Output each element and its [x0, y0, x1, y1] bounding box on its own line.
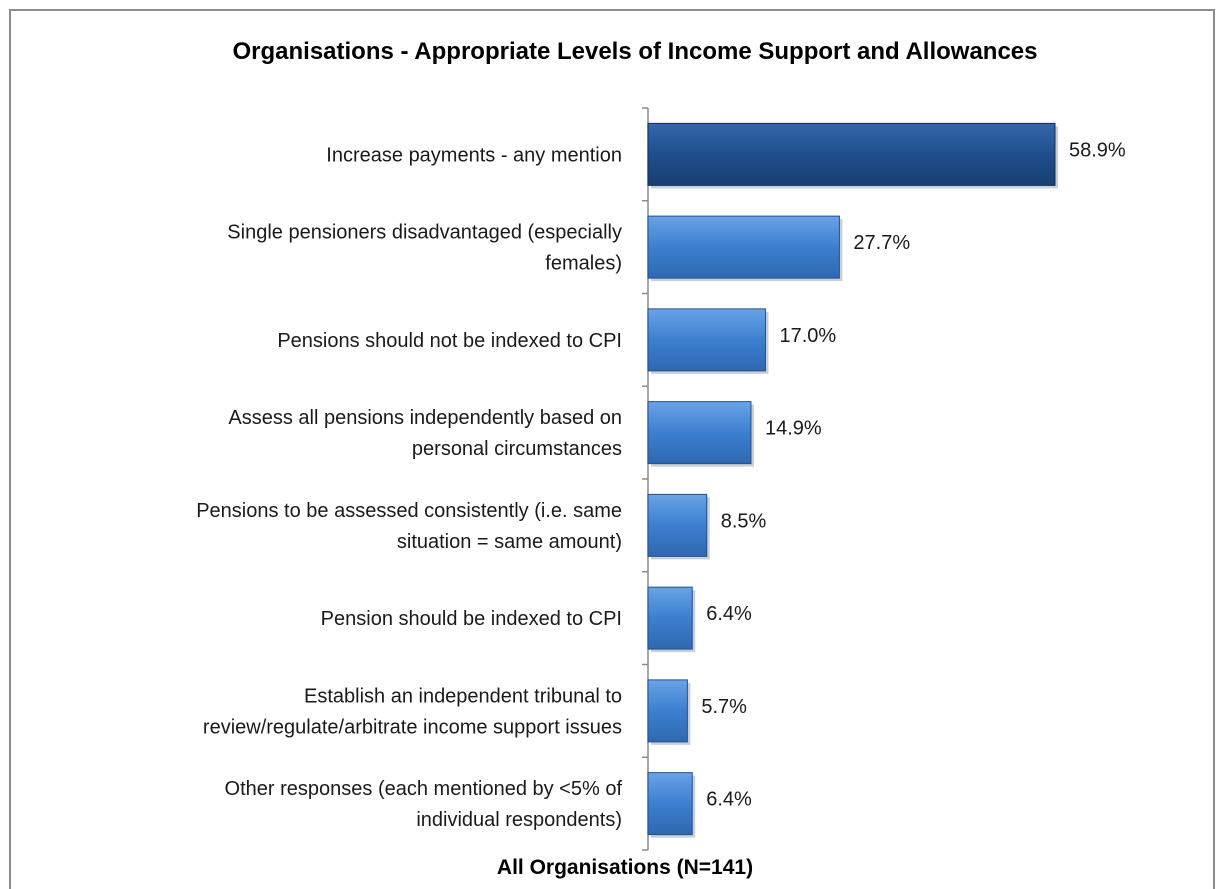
value-label: 58.9%: [1069, 139, 1126, 161]
value-label: 14.9%: [765, 418, 822, 440]
bar: [647, 493, 708, 557]
bar: [647, 772, 693, 836]
x-axis-label: All Organisations (N=141): [496, 856, 754, 879]
category-label: Pensions should not be indexed to CPI: [277, 330, 622, 352]
chart-title: Organisations - Appropriate Levels of In…: [232, 38, 1038, 65]
value-labels: 58.9% 27.7% 17.0% 14.9% 8.5% 6.4% 5.7% 6.4%: [701, 139, 1126, 810]
value-label: 8.5%: [721, 510, 767, 532]
category-label: Other responses (each mentioned by <5% o…: [225, 778, 623, 831]
bar: [647, 586, 693, 650]
y-axis: [642, 107, 649, 851]
category-label: Increase payments - any mention: [326, 144, 622, 166]
value-label: 6.4%: [706, 789, 752, 811]
value-label: 5.7%: [701, 696, 747, 718]
category-label: Establish an independent tribunal to revi…: [203, 685, 622, 738]
bar: [647, 215, 840, 279]
category-label: Pensions to be assessed consistently (i.…: [196, 500, 622, 553]
category-label: Pension should be indexed to CPI: [321, 608, 622, 630]
bar: [647, 401, 752, 465]
bar: [647, 122, 1056, 186]
bar: [647, 679, 688, 743]
category-labels: Increase payments - any mention Single pe…: [196, 144, 622, 831]
value-label: 17.0%: [779, 325, 836, 347]
category-label: Assess all pensions independently based …: [228, 407, 622, 460]
bar: [647, 308, 766, 372]
value-label: 6.4%: [706, 603, 752, 625]
category-label: Single pensioners disadvantaged (especia…: [227, 222, 622, 275]
value-label: 27.7%: [853, 232, 910, 254]
bars: [647, 122, 1058, 838]
